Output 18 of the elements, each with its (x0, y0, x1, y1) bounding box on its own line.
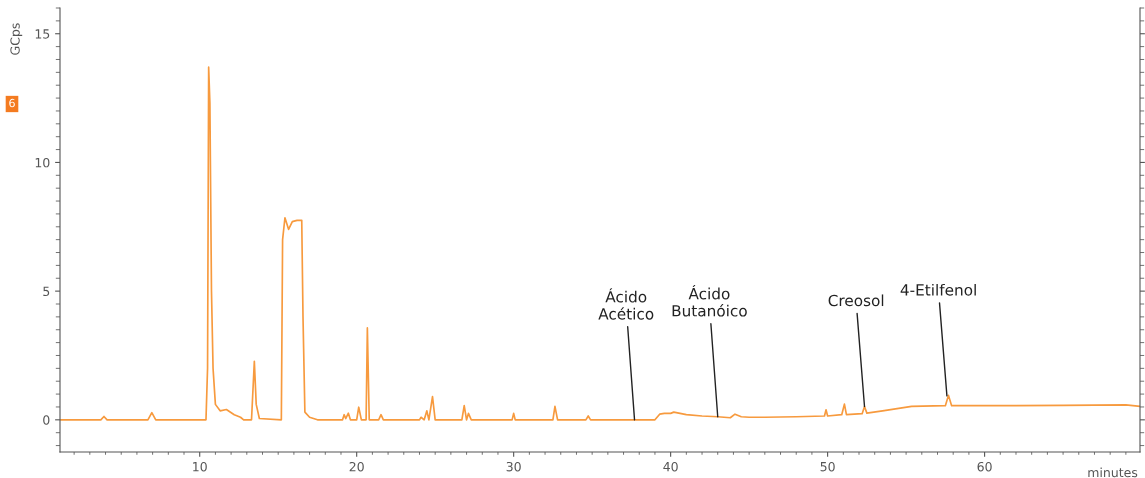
text: 6 (9, 98, 15, 108)
y-tick-label: 10 (35, 157, 50, 168)
x-tick-label: 60 (977, 461, 992, 472)
annotation: Ácido Acético (598, 288, 654, 320)
x-tick-label: 40 (663, 461, 678, 472)
y-tick-label: 0 (43, 415, 50, 425)
y-tick-label: 5 (43, 286, 50, 297)
annotation: Ácido Butanóico (672, 285, 747, 317)
x-tick-label: 30 (506, 461, 521, 472)
annotation: 4-Etilfenol (900, 283, 976, 296)
x-tick-label: 10 (193, 461, 207, 472)
y-tick-label: 15 (35, 29, 50, 39)
x-tick-label: 50 (820, 461, 835, 472)
x-tick-label: 20 (349, 461, 364, 472)
annotation: Creosol (828, 294, 884, 307)
x-axis-title: minutes (1088, 467, 1138, 478)
y-axis-title: GCps (10, 23, 23, 55)
line-series (60, 66, 1140, 421)
